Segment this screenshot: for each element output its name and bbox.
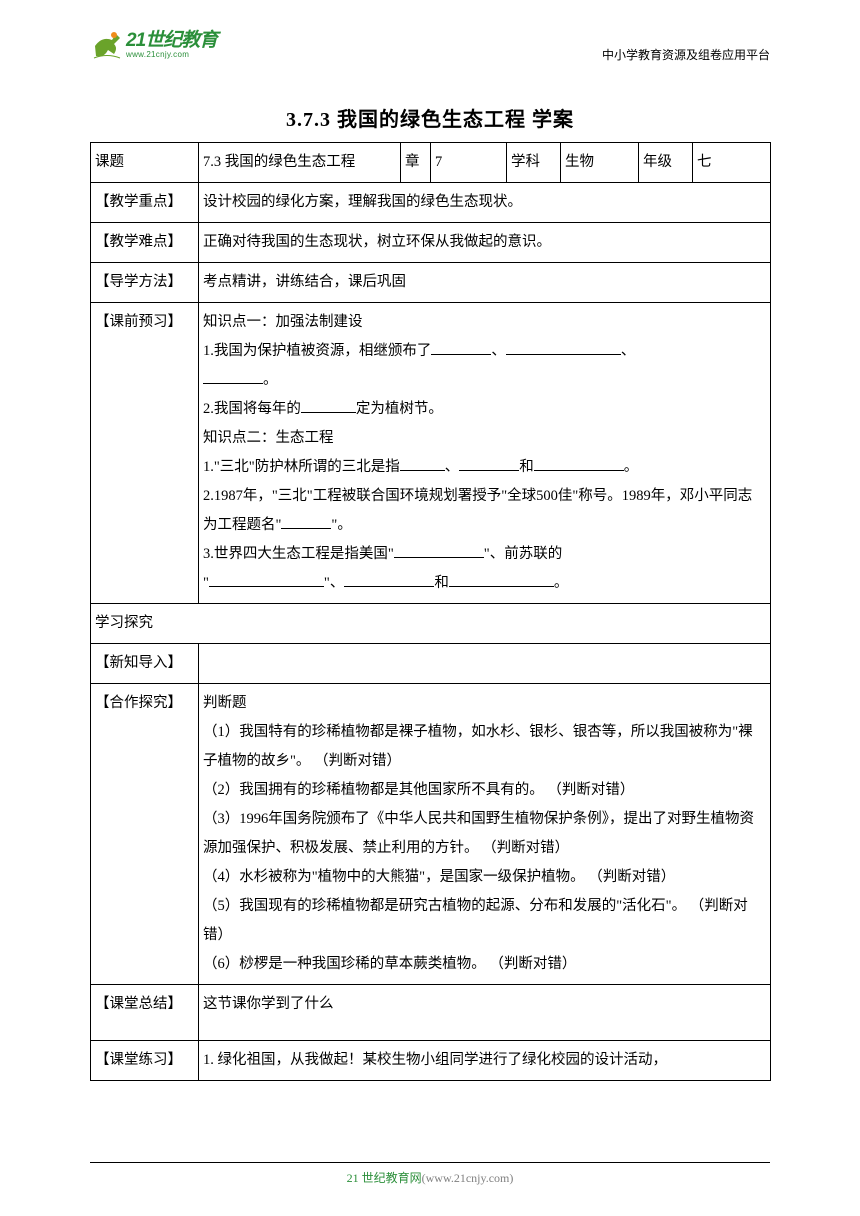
intro-label: 【新知导入】 — [91, 644, 199, 684]
kp2-3e: 和 — [434, 575, 449, 591]
method-label: 【导学方法】 — [91, 263, 199, 303]
summary-label: 【课堂总结】 — [91, 985, 199, 1041]
footer-url: (www.21cnjy.com) — [422, 1171, 514, 1185]
blank-input[interactable] — [400, 453, 445, 471]
table-row: 【课堂总结】 这节课你学到了什么 — [91, 985, 771, 1041]
page-title: 3.7.3 我国的绿色生态工程 学案 — [0, 103, 860, 132]
intro-value — [199, 644, 771, 684]
kp1-2a: 2.我国将每年的 — [203, 401, 301, 417]
practice-value: 1. 绿化祖国，从我做起！某校生物小组同学进行了绿化校园的设计活动， — [199, 1041, 771, 1081]
coop-q1: （1）我国特有的珍稀植物都是裸子植物，如水杉、银杉、银杏等，所以我国被称为"裸子… — [203, 718, 766, 776]
kp1-line1: 1.我国为保护植被资源，相继颁布了、、 — [203, 337, 766, 366]
kp2-line1: 1."三北"防护林所谓的三北是指、和。 — [203, 453, 766, 482]
coop-label: 【合作探究】 — [91, 684, 199, 985]
difficulty-value: 正确对待我国的生态现状，树立环保从我做起的意识。 — [199, 223, 771, 263]
chapter-label: 章 — [401, 143, 431, 183]
blank-input[interactable] — [534, 453, 624, 471]
keypoint-label: 【教学重点】 — [91, 183, 199, 223]
footer-divider — [90, 1162, 770, 1163]
table-row-meta: 课题 7.3 我国的绿色生态工程 章 7 学科 生物 年级 七 — [91, 143, 771, 183]
difficulty-label: 【教学难点】 — [91, 223, 199, 263]
topic-value: 7.3 我国的绿色生态工程 — [199, 143, 401, 183]
table-row: 【课堂练习】 1. 绿化祖国，从我做起！某校生物小组同学进行了绿化校园的设计活动… — [91, 1041, 771, 1081]
logo-runner-icon — [90, 28, 124, 62]
kp2-line3: 3.世界四大生态工程是指美国" "、前苏联的 — [203, 540, 766, 569]
kp2-line2: 2.1987年，"三北"工程被联合国环境规划署授予"全球500佳"称号。1989… — [203, 482, 766, 540]
kp2-3a: 3.世界四大生态工程是指美国" — [203, 546, 394, 562]
grade-label: 年级 — [639, 143, 693, 183]
kp2-line3b: ""、和。 — [203, 569, 766, 598]
kp2-title: 知识点二：生态工程 — [203, 424, 766, 453]
logo-text-cn: 21世纪教育 — [126, 31, 217, 50]
blank-input[interactable] — [459, 453, 519, 471]
kp2-3b: "、前苏联的 — [484, 546, 562, 562]
kp1-line2: 2.我国将每年的 定为植树节。 — [203, 395, 766, 424]
preview-content: 知识点一：加强法制建设 1.我国为保护植被资源，相继颁布了、、 。 2.我国将每… — [199, 303, 771, 604]
lesson-table: 课题 7.3 我国的绿色生态工程 章 7 学科 生物 年级 七 【教学重点】 设… — [90, 142, 771, 1081]
kp1-1a: 1.我国为保护植被资源，相继颁布了 — [203, 343, 431, 359]
preview-label: 【课前预习】 — [91, 303, 199, 604]
blank-input[interactable] — [301, 395, 356, 413]
footer-brand: 21 世纪教育网 — [347, 1171, 422, 1185]
table-row: 【教学难点】 正确对待我国的生态现状，树立环保从我做起的意识。 — [91, 223, 771, 263]
table-row: 学习探究 — [91, 604, 771, 644]
practice-label: 【课堂练习】 — [91, 1041, 199, 1081]
kp2-1a: 1."三北"防护林所谓的三北是指 — [203, 459, 400, 475]
table-row: 【合作探究】 判断题 （1）我国特有的珍稀植物都是裸子植物，如水杉、银杉、银杏等… — [91, 684, 771, 985]
coop-q5: （5）我国现有的珍稀植物都是研究古植物的起源、分布和发展的"活化石"。 （判断对… — [203, 892, 766, 950]
chapter-value: 7 — [431, 143, 507, 183]
header-right-text: 中小学教育资源及组卷应用平台 — [602, 46, 770, 63]
blank-input[interactable] — [209, 569, 324, 587]
blank-input[interactable] — [281, 511, 331, 529]
blank-input[interactable] — [506, 337, 621, 355]
logo: 21世纪教育 www.21cnjy.com — [90, 28, 217, 62]
kp1-line1b: 。 — [203, 366, 766, 395]
table-row: 【导学方法】 考点精讲，讲练结合，课后巩固 — [91, 263, 771, 303]
table-row: 【教学重点】 设计校园的绿化方案，理解我国的绿色生态现状。 — [91, 183, 771, 223]
topic-label: 课题 — [91, 143, 199, 183]
explore-header: 学习探究 — [91, 604, 771, 644]
coop-q4: （4）水杉被称为"植物中的大熊猫"，是国家一级保护植物。 （判断对错） — [203, 863, 766, 892]
coop-q6: （6）桫椤是一种我国珍稀的草本蕨类植物。 （判断对错） — [203, 950, 766, 979]
coop-content: 判断题 （1）我国特有的珍稀植物都是裸子植物，如水杉、银杉、银杏等，所以我国被称… — [199, 684, 771, 985]
summary-value: 这节课你学到了什么 — [199, 985, 771, 1041]
blank-input[interactable] — [449, 569, 554, 587]
kp2-1b: 和 — [519, 459, 534, 475]
table-row: 【新知导入】 — [91, 644, 771, 684]
blank-input[interactable] — [431, 337, 491, 355]
method-value: 考点精讲，讲练结合，课后巩固 — [199, 263, 771, 303]
coop-heading: 判断题 — [203, 689, 766, 718]
coop-q2: （2）我国拥有的珍稀植物都是其他国家所不具有的。 （判断对错） — [203, 776, 766, 805]
kp2-2b: "。 — [331, 517, 351, 533]
subject-label: 学科 — [507, 143, 561, 183]
kp2-3d: "、 — [324, 575, 344, 591]
blank-input[interactable] — [394, 540, 484, 558]
kp1-2b: 定为植树节。 — [356, 401, 443, 417]
subject-value: 生物 — [561, 143, 639, 183]
page-footer: 21 世纪教育网(www.21cnjy.com) — [0, 1162, 860, 1186]
keypoint-value: 设计校园的绿化方案，理解我国的绿色生态现状。 — [199, 183, 771, 223]
grade-value: 七 — [693, 143, 771, 183]
kp1-title: 知识点一：加强法制建设 — [203, 308, 766, 337]
logo-text-url: www.21cnjy.com — [126, 51, 217, 59]
blank-input[interactable] — [203, 366, 263, 384]
table-row: 【课前预习】 知识点一：加强法制建设 1.我国为保护植被资源，相继颁布了、、 。… — [91, 303, 771, 604]
coop-q3: （3）1996年国务院颁布了《中华人民共和国野生植物保护条例》，提出了对野生植物… — [203, 805, 766, 863]
blank-input[interactable] — [344, 569, 434, 587]
